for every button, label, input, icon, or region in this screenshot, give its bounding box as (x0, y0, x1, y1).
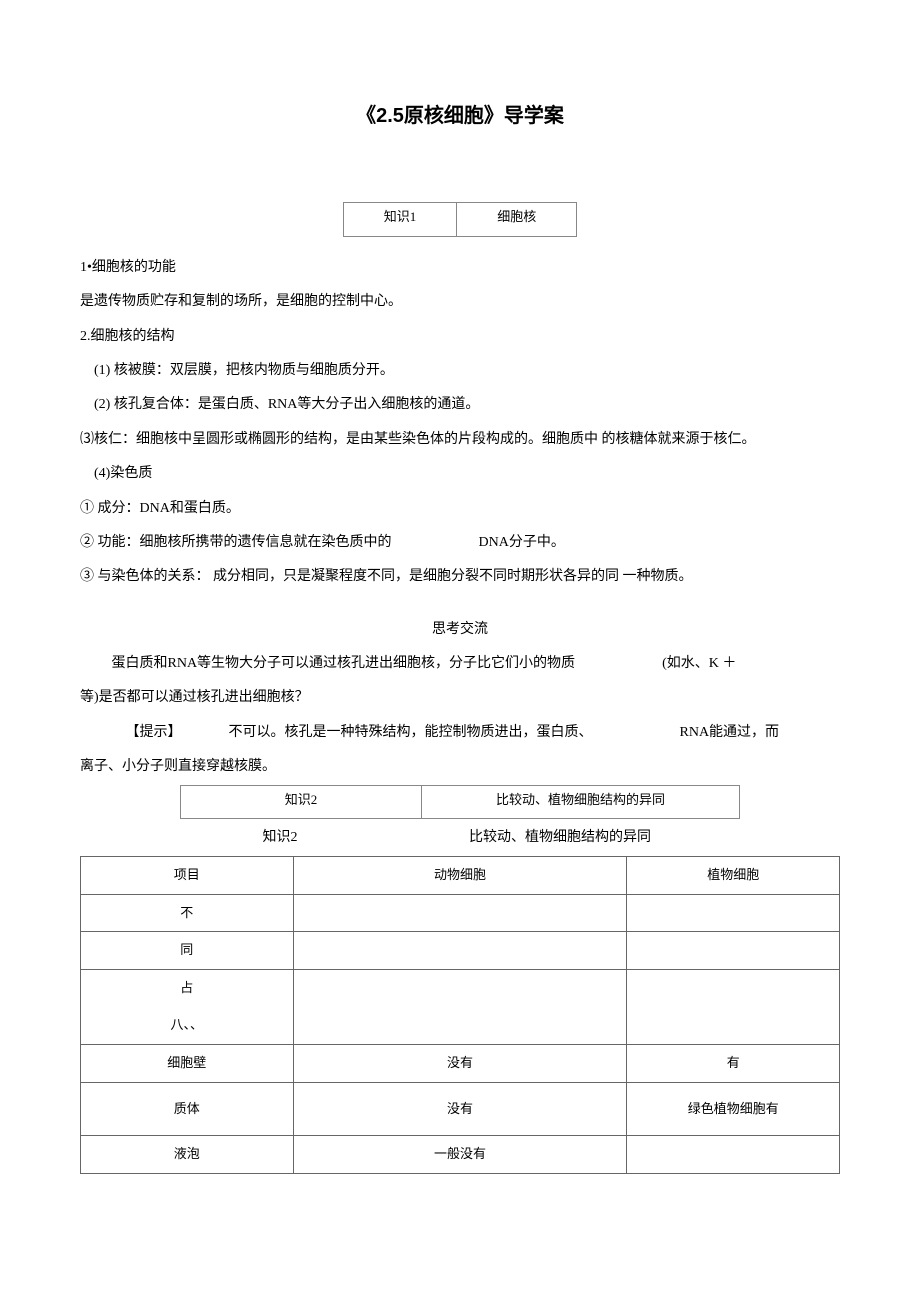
section2-c2a: ② 功能：细胞核所携带的遗传信息就在染色质中的 (80, 535, 392, 550)
table-row: 质体 没有 绿色植物细胞有 (81, 1082, 840, 1136)
knowledge-box-2: 知识2 比较动、植物细胞结构的异同 (180, 785, 840, 820)
cell: 没有 (293, 1044, 627, 1082)
think-answer-1b: RNA能通过，而 (680, 725, 780, 740)
knowledge-box-2-repeat: 知识2 比较动、植物细胞结构的异同 (180, 827, 840, 849)
cell (293, 970, 627, 1045)
cell: 绿色植物细胞有 (627, 1082, 840, 1136)
page-title: 《2.5原核细胞》导学案 (80, 100, 840, 132)
table-row: 液泡 一般没有 (81, 1136, 840, 1174)
cell: 细胞壁 (81, 1044, 294, 1082)
cell (293, 932, 627, 970)
kbox2r-right: 比较动、植物细胞结构的异同 (380, 827, 740, 849)
kbox1-left: 知识1 (343, 203, 457, 237)
think-answer-label: 【提示】 (126, 725, 182, 740)
kbox1-right: 细胞核 (457, 203, 577, 237)
cell (627, 894, 840, 932)
cell: 有 (627, 1044, 840, 1082)
cell (627, 1136, 840, 1174)
th-project: 项目 (81, 856, 294, 894)
think-q1b: (如水、K ＋ (662, 656, 736, 671)
table-row: 不 (81, 894, 840, 932)
table-row: 细胞壁 没有 有 (81, 1044, 840, 1082)
kbox2-right: 比较动、植物细胞结构的异同 (422, 785, 740, 819)
think-q1: 蛋白质和RNA等生物大分子可以通过核孔进出细胞核，分子比它们小的物质 (如水、K… (80, 653, 840, 675)
table-row: 同 (81, 932, 840, 970)
cell (627, 970, 840, 1045)
section2-heading: 2.细胞核的结构 (80, 326, 840, 348)
comparison-table: 项目 动物细胞 植物细胞 不 同 占 八、、 细胞壁 没有 有 质体 (80, 856, 840, 1174)
table-row: 占 (81, 970, 840, 1007)
section1-text: 是遗传物质贮存和复制的场所，是细胞的控制中心。 (80, 291, 840, 313)
section2-item2: (2) 核孔复合体：是蛋白质、RNA等大分子出入细胞核的通道。 (80, 394, 840, 416)
table-header-row: 项目 动物细胞 植物细胞 (81, 856, 840, 894)
cell: 没有 (293, 1082, 627, 1136)
section2-c3: ③ 与染色体的关系： 成分相同，只是凝聚程度不同，是细胞分裂不同时期形状各异的同… (80, 566, 840, 588)
cell: 不 (81, 894, 294, 932)
section1-heading: 1•细胞核的功能 (80, 257, 840, 279)
think-q1a: 蛋白质和RNA等生物大分子可以通过核孔进出细胞核，分子比它们小的物质 (112, 656, 576, 671)
section2-c1: ① 成分：DNA和蛋白质。 (80, 498, 840, 520)
think-title: 思考交流 (80, 619, 840, 641)
cell: 占 (81, 970, 294, 1007)
section2-item1: (1) 核被膜：双层膜，把核内物质与细胞质分开。 (80, 360, 840, 382)
cell (293, 894, 627, 932)
section2-c2b: DNA分子中。 (479, 535, 565, 550)
section2-item3: ⑶核仁：细胞核中呈圆形或椭圆形的结构，是由某些染色体的片段构成的。细胞质中 的核… (80, 429, 840, 451)
think-answer-2: 离子、小分子则直接穿越核膜。 (80, 756, 840, 778)
think-answer: 【提示】 不可以。核孔是一种特殊结构，能控制物质进出，蛋白质、 RNA能通过，而 (80, 722, 840, 744)
section2-item4: (4)染色质 (80, 463, 840, 485)
think-q2: 等)是否都可以通过核孔进出细胞核？ (80, 687, 840, 709)
cell: 同 (81, 932, 294, 970)
cell: 八、、 (81, 1007, 294, 1044)
think-answer-1a: 不可以。核孔是一种特殊结构，能控制物质进出，蛋白质、 (229, 725, 593, 740)
knowledge-box-1: 知识1 细胞核 (80, 202, 840, 237)
cell: 液泡 (81, 1136, 294, 1174)
cell: 质体 (81, 1082, 294, 1136)
th-plant: 植物细胞 (627, 856, 840, 894)
section2-c2: ② 功能：细胞核所携带的遗传信息就在染色质中的 DNA分子中。 (80, 532, 840, 554)
cell: 一般没有 (293, 1136, 627, 1174)
kbox2r-left: 知识2 (180, 827, 380, 849)
cell (627, 932, 840, 970)
kbox2-left: 知识2 (181, 785, 422, 819)
th-animal: 动物细胞 (293, 856, 627, 894)
